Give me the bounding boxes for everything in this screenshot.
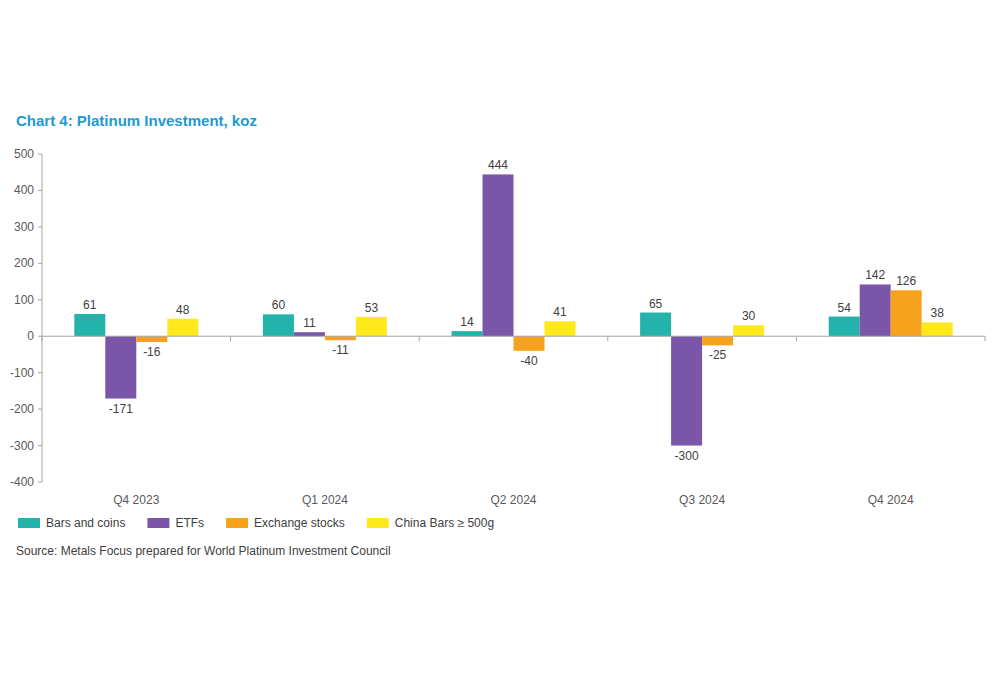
data-labels: 61 60 14 65 54 -171 11 444 -300 142 -16 -11 -40 -25 12… xyxy=(83,158,944,462)
chart-svg: Chart 4: Platinum Investment, koz-400-30… xyxy=(0,0,1000,675)
category-separator xyxy=(230,336,231,341)
data-label: 54 xyxy=(838,301,852,315)
data-label: 38 xyxy=(931,306,945,320)
category-separator xyxy=(985,336,986,341)
legend-swatch xyxy=(226,518,248,528)
data-label: 48 xyxy=(176,303,190,317)
bar xyxy=(136,336,167,342)
y-tick xyxy=(38,482,42,483)
data-label: 65 xyxy=(649,297,663,311)
y-tick-label: 400 xyxy=(14,183,34,197)
data-label: 41 xyxy=(553,305,567,319)
bar xyxy=(514,336,545,351)
bar xyxy=(671,336,702,445)
y-tick-label: -100 xyxy=(10,366,34,380)
bar xyxy=(702,336,733,345)
y-tick xyxy=(38,263,42,264)
legend: Bars and coins ETFs Exchange stocks China B… xyxy=(18,516,494,530)
y-tick-label: 200 xyxy=(14,256,34,270)
data-label: 53 xyxy=(365,301,379,315)
data-label: 14 xyxy=(460,315,474,329)
y-tick xyxy=(38,154,42,155)
data-label: -300 xyxy=(675,449,699,463)
category-separator xyxy=(419,336,420,341)
x-tick-label: Q4 2023 xyxy=(113,493,159,507)
data-label: 444 xyxy=(488,158,508,172)
legend-label: Bars and coins xyxy=(46,516,125,530)
y-tick xyxy=(38,336,42,337)
chart-container: Chart 4: Platinum Investment, koz-400-30… xyxy=(0,0,1000,675)
bar xyxy=(640,313,671,337)
y-tick xyxy=(38,372,42,373)
data-label: 142 xyxy=(865,268,885,282)
y-tick xyxy=(38,190,42,191)
bar xyxy=(74,314,105,336)
y-tick xyxy=(38,445,42,446)
y-tick-label: -400 xyxy=(10,475,34,489)
x-tick-label: Q1 2024 xyxy=(302,493,348,507)
legend-swatch xyxy=(367,518,389,528)
y-tick-label: -300 xyxy=(10,439,34,453)
x-axis-line xyxy=(42,336,985,337)
x-tick-label: Q4 2024 xyxy=(868,493,914,507)
bar xyxy=(860,284,891,336)
data-label: 126 xyxy=(896,274,916,288)
y-tick xyxy=(38,299,42,300)
data-label: 11 xyxy=(303,316,316,330)
y-axis-line xyxy=(42,154,43,482)
category-separator xyxy=(796,336,797,341)
bar xyxy=(452,331,483,336)
x-tick-label: Q2 2024 xyxy=(490,493,536,507)
y-tick-label: 500 xyxy=(14,147,34,161)
bar xyxy=(356,317,387,336)
data-label: -25 xyxy=(709,348,727,362)
legend-label: Exchange stocks xyxy=(254,516,345,530)
category-separator xyxy=(42,336,43,341)
y-tick-label: -200 xyxy=(10,402,34,416)
data-label: -16 xyxy=(143,345,161,359)
bar xyxy=(829,317,860,337)
data-label: -11 xyxy=(332,343,349,357)
x-tick-label: Q3 2024 xyxy=(679,493,725,507)
bar xyxy=(545,321,576,336)
legend-label: China Bars ≥ 500g xyxy=(395,516,494,530)
data-label: 60 xyxy=(272,298,286,312)
bar xyxy=(105,336,136,398)
data-label: 30 xyxy=(742,309,756,323)
bar xyxy=(922,322,953,336)
y-tick xyxy=(38,226,42,227)
y-tick xyxy=(38,409,42,410)
legend-swatch xyxy=(147,518,169,528)
data-label: 61 xyxy=(83,298,97,312)
bar xyxy=(891,290,922,336)
bar xyxy=(263,314,294,336)
legend-label: ETFs xyxy=(175,516,204,530)
chart-title: Chart 4: Platinum Investment, koz xyxy=(16,112,257,129)
bar xyxy=(483,174,514,336)
y-tick-label: 300 xyxy=(14,220,34,234)
bar xyxy=(294,332,325,336)
legend-swatch xyxy=(18,518,40,528)
category-separator xyxy=(607,336,608,341)
bar xyxy=(325,336,356,340)
data-label: -40 xyxy=(520,354,538,368)
y-tick-label: 100 xyxy=(14,293,34,307)
source-note: Source: Metals Focus prepared for World … xyxy=(16,544,391,558)
bars xyxy=(74,174,952,445)
data-label: -171 xyxy=(109,402,133,416)
bar xyxy=(733,325,764,336)
bar xyxy=(167,319,198,336)
y-tick-label: 0 xyxy=(27,329,34,343)
